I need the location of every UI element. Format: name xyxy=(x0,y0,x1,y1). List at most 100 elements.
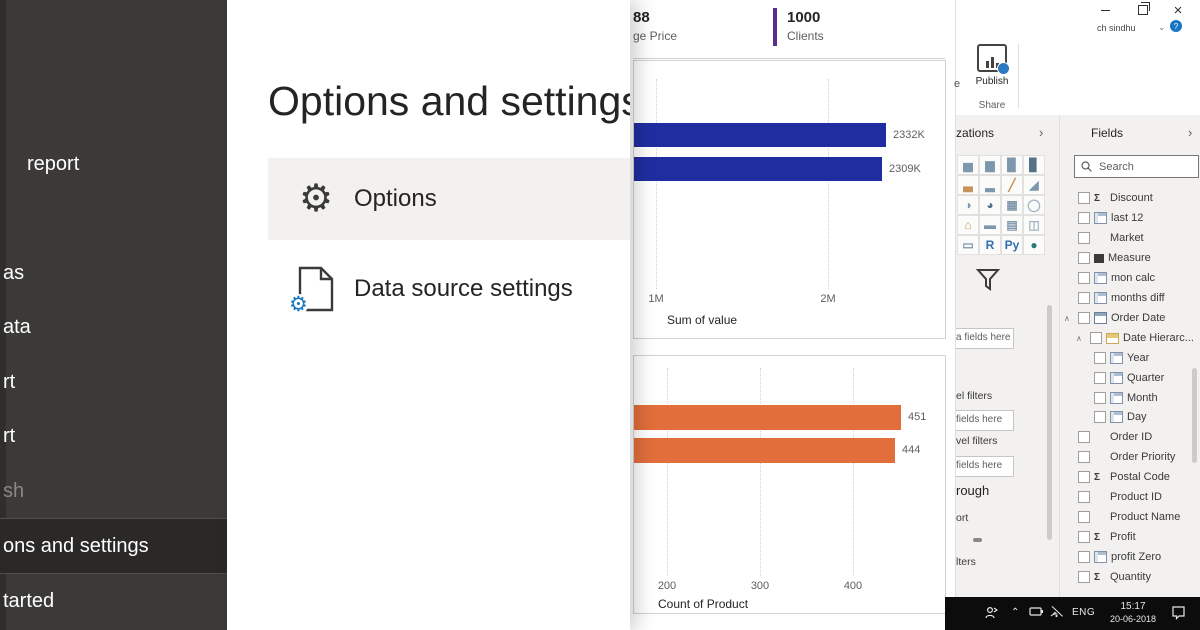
restore-button[interactable] xyxy=(1134,2,1152,18)
field-row[interactable]: ∧ Date Hierarc... xyxy=(1061,328,1195,348)
field-checkbox[interactable] xyxy=(1078,471,1090,483)
field-checkbox[interactable] xyxy=(1094,392,1106,404)
visual-type-icon[interactable]: ◫ xyxy=(1023,215,1045,235)
visual-type-icon[interactable]: ╱ xyxy=(1001,175,1023,195)
field-row[interactable]: Quarter xyxy=(1061,368,1195,388)
visual-type-icon[interactable]: ⌂ xyxy=(957,215,979,235)
field-checkbox[interactable] xyxy=(1078,451,1090,463)
visual-type-icon[interactable]: ▅ xyxy=(957,155,979,175)
publish-button[interactable]: Publish xyxy=(970,44,1014,96)
sidebar-item[interactable]: rt xyxy=(3,371,16,393)
bar[interactable] xyxy=(634,123,886,147)
bar[interactable] xyxy=(634,157,882,181)
sidebar-item[interactable]: ons and settings xyxy=(0,518,227,574)
visualizations-scrollbar[interactable] xyxy=(1047,305,1052,540)
expand-chevron-icon[interactable]: ∧ xyxy=(1064,313,1070,323)
visual-type-icon[interactable]: ▉ xyxy=(1001,155,1023,175)
field-checkbox[interactable] xyxy=(1078,292,1090,304)
field-checkbox[interactable] xyxy=(1078,312,1090,324)
visual-type-icon[interactable]: ▃ xyxy=(957,175,979,195)
people-icon[interactable] xyxy=(983,605,999,626)
field-checkbox[interactable] xyxy=(1090,332,1102,344)
visual-type-icon[interactable]: ◕ xyxy=(979,195,1001,215)
field-row[interactable]: months diff xyxy=(1061,288,1195,308)
help-icon[interactable]: ? xyxy=(1170,20,1182,32)
field-checkbox[interactable] xyxy=(1078,272,1090,284)
field-checkbox[interactable] xyxy=(1078,232,1090,244)
field-checkbox[interactable] xyxy=(1078,252,1090,264)
field-checkbox[interactable] xyxy=(1078,431,1090,443)
visual-type-icon[interactable]: ▊ xyxy=(1023,155,1045,175)
field-checkbox[interactable] xyxy=(1078,212,1090,224)
visual-type-icon[interactable]: ▂ xyxy=(979,175,1001,195)
toggle-fragment[interactable] xyxy=(973,538,982,542)
expand-chevron-icon[interactable]: ∧ xyxy=(1076,333,1082,343)
visual-type-icon[interactable]: R xyxy=(979,235,1001,255)
bar-chart-count-of-product[interactable]: 200 300 400 451 444 Count of Product xyxy=(633,355,946,614)
search-input[interactable] xyxy=(1097,159,1181,174)
sidebar-item[interactable]: as xyxy=(3,262,25,284)
field-checkbox[interactable] xyxy=(1094,372,1106,384)
network-icon[interactable] xyxy=(1049,605,1064,624)
sidebar-item[interactable]: report xyxy=(27,153,80,175)
bar[interactable] xyxy=(634,405,901,430)
field-row[interactable]: Day xyxy=(1061,407,1195,427)
sidebar-item[interactable]: tarted xyxy=(3,590,55,612)
field-row[interactable]: Product Name xyxy=(1061,507,1195,527)
visualizations-collapse-icon[interactable]: › xyxy=(1039,125,1044,140)
fields-collapse-icon[interactable]: › xyxy=(1188,125,1193,140)
visual-type-icon[interactable]: ▬ xyxy=(979,215,1001,235)
data-source-settings-menu-item[interactable]: ⚙ Data source settings xyxy=(268,248,630,330)
filter-drop-zone[interactable]: a fields here xyxy=(956,328,1014,349)
field-checkbox[interactable] xyxy=(1078,571,1090,583)
battery-icon[interactable] xyxy=(1029,606,1044,624)
language-indicator[interactable]: ENG xyxy=(1072,607,1096,618)
field-row[interactable]: Order Priority xyxy=(1061,447,1195,467)
field-checkbox[interactable] xyxy=(1094,352,1106,364)
clock[interactable]: 15:17 20-06-2018 xyxy=(1103,601,1163,625)
visual-type-icon[interactable]: ◑ xyxy=(957,195,979,215)
visual-type-icon[interactable]: ▤ xyxy=(1001,215,1023,235)
field-row[interactable]: Product ID xyxy=(1061,487,1195,507)
visual-type-icon[interactable]: ▦ xyxy=(1001,195,1023,215)
bar-chart-sum-of-value[interactable]: 1M 2M 2332K 2309K Sum of value xyxy=(633,60,946,339)
filter-drop-zone[interactable]: fields here xyxy=(956,410,1014,431)
close-button[interactable]: × xyxy=(1173,1,1183,19)
field-row[interactable]: Order ID xyxy=(1061,427,1195,447)
chevron-up-icon[interactable]: ⌃ xyxy=(1011,607,1020,618)
field-row[interactable]: mon calc xyxy=(1061,268,1195,288)
field-checkbox[interactable] xyxy=(1094,411,1106,423)
field-row[interactable]: profit Zero xyxy=(1061,547,1195,567)
field-checkbox[interactable] xyxy=(1078,551,1090,563)
sidebar-item[interactable]: sh xyxy=(3,480,25,502)
visual-type-icon[interactable]: ▆ xyxy=(979,155,1001,175)
field-row[interactable]: Month xyxy=(1061,388,1195,408)
field-checkbox[interactable] xyxy=(1078,511,1090,523)
field-row[interactable]: Measure xyxy=(1061,248,1195,268)
kpi-card[interactable]: 88 ge Price 1000 Clients xyxy=(633,0,945,59)
visual-type-icon[interactable]: ◯ xyxy=(1023,195,1045,215)
visual-type-icon[interactable]: Py xyxy=(1001,235,1023,255)
notification-icon[interactable] xyxy=(1170,604,1187,626)
field-row[interactable]: Σ Postal Code xyxy=(1061,467,1195,487)
field-row[interactable]: Σ Quantity xyxy=(1061,567,1195,587)
minimize-button[interactable] xyxy=(1096,2,1114,18)
fields-scrollbar[interactable] xyxy=(1192,368,1197,463)
filter-drop-zone[interactable]: fields here xyxy=(956,456,1014,477)
signed-in-user[interactable]: ch sindhu xyxy=(1097,23,1136,33)
field-row[interactable]: Year xyxy=(1061,348,1195,368)
field-row[interactable]: last 12 xyxy=(1061,208,1195,228)
chevron-down-icon[interactable]: ⌄ xyxy=(1158,22,1166,32)
sidebar-item[interactable]: ata xyxy=(3,316,31,338)
field-row[interactable]: ∧ Order Date xyxy=(1061,308,1195,328)
bar[interactable] xyxy=(634,438,895,463)
sidebar-item[interactable]: rt xyxy=(3,425,16,447)
visual-type-icon[interactable]: ● xyxy=(1023,235,1045,255)
field-checkbox[interactable] xyxy=(1078,531,1090,543)
field-row[interactable]: Σ Discount xyxy=(1061,188,1195,208)
field-row[interactable]: Σ Profit xyxy=(1061,527,1195,547)
visual-type-icon[interactable]: ◢ xyxy=(1023,175,1045,195)
field-row[interactable]: Market xyxy=(1061,228,1195,248)
visual-type-icon[interactable]: ▭ xyxy=(957,235,979,255)
field-checkbox[interactable] xyxy=(1078,491,1090,503)
